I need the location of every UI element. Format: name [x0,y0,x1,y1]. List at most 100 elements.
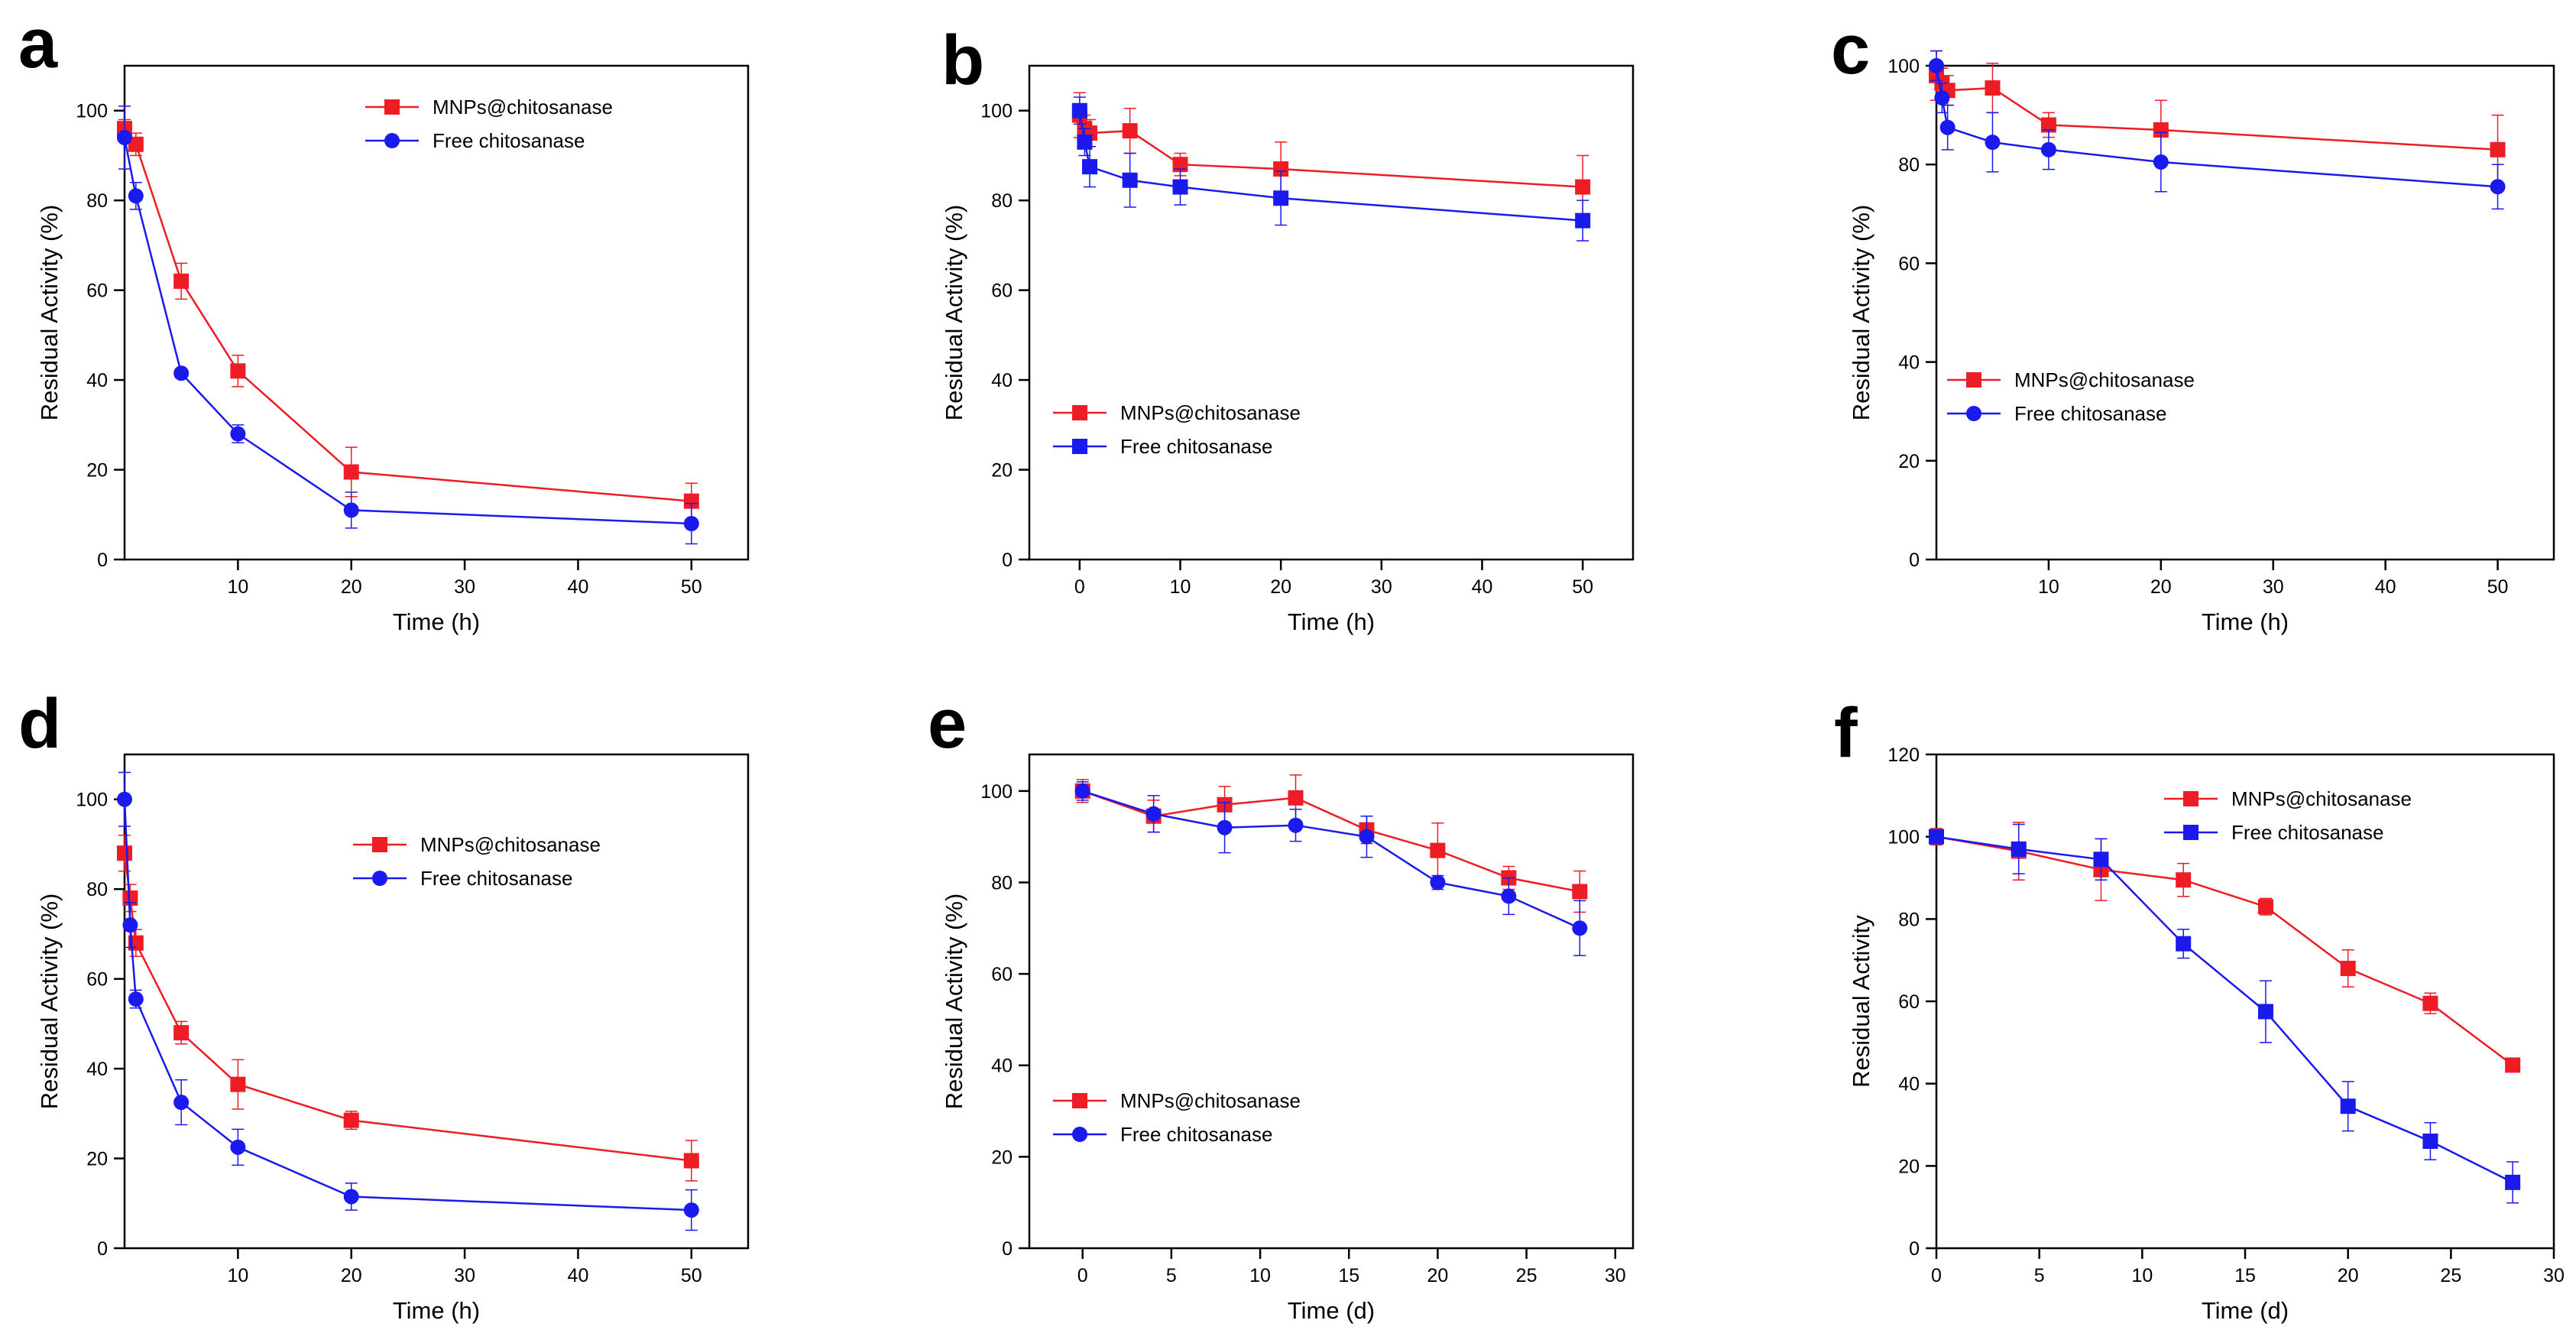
x-tick-label: 50 [2487,576,2509,598]
panel-letter: c [1831,11,1870,89]
data-point [230,426,246,442]
plot-frame [123,753,750,1250]
y-tick-label: 80 [991,190,1013,212]
legend-label: MNPs@chitosanase [420,833,601,856]
series-blue [117,105,699,545]
y-tick-label: 40 [86,370,108,391]
x-axis-label: Time (h) [2202,608,2289,635]
x-tick-label: 0 [1074,576,1085,598]
data-point [1071,102,1087,118]
y-tick-label: 0 [1002,550,1013,571]
data-point [1273,190,1289,206]
legend-marker [1072,405,1087,420]
series-line [1936,835,2513,1184]
y-tick-label: 60 [991,964,1013,985]
y-tick-label: 60 [1898,253,1920,274]
y-tick-label: 100 [76,790,108,811]
y-tick-label: 100 [1887,827,1920,848]
panel-letter: b [941,21,984,99]
x-tick-label: 30 [454,576,475,598]
data-point [343,502,359,518]
x-axis-label: Time (h) [393,1297,480,1324]
data-point [1985,135,2001,151]
y-tick-label: 60 [86,281,108,302]
y-tick-label: 60 [1898,991,1920,1013]
x-tick-label: 20 [1427,1265,1449,1286]
data-point [1572,920,1588,936]
data-point [2257,1004,2273,1020]
data-point [230,363,246,379]
data-point [117,791,132,807]
legend: MNPs@chitosanase Free chitosanase [1053,1089,1301,1146]
data-point [117,129,132,145]
data-point [2422,995,2438,1011]
x-tick-label: 40 [568,576,589,598]
data-point [1575,179,1591,195]
legend-label: MNPs@chitosanase [1120,401,1301,424]
data-point [1572,884,1588,900]
legend-marker [384,99,400,115]
x-axis-label: Time (d) [2202,1297,2289,1324]
x-tick-label: 40 [1472,576,1493,598]
panel-letter: f [1834,694,1858,772]
x-tick-label: 10 [227,576,248,598]
legend-marker [2183,825,2199,840]
data-point [1145,806,1162,822]
data-point [128,991,144,1007]
x-tick-label: 10 [227,1265,248,1286]
chart-panel-a: a 10 20 30 40 50 0 20 40 60 80 100 Time (h) Residual … [18,5,750,635]
y-axis-label: Residual Activity (%) [36,894,63,1110]
plot-frame [1935,64,2555,561]
y-tick-label: 0 [97,1238,108,1260]
x-tick-label: 15 [1338,1265,1359,1286]
data-point [1939,119,1955,135]
y-tick-label: 20 [86,460,108,482]
y-tick-label: 40 [86,1059,108,1080]
data-point [173,1025,190,1041]
data-point [343,1112,359,1128]
data-point [2490,141,2506,157]
panel-letter: d [18,685,61,763]
x-tick-label: 30 [454,1265,475,1286]
y-tick-label: 100 [76,101,108,122]
x-tick-label: 30 [1605,1265,1626,1286]
y-tick-label: 0 [1002,1238,1013,1260]
x-tick-label: 40 [2375,576,2396,598]
y-tick-label: 80 [86,190,108,212]
x-tick-label: 10 [1170,576,1191,598]
data-point [1430,874,1446,890]
data-point [2040,117,2056,133]
y-axis-label: Residual Activity (%) [941,205,967,421]
legend-marker [1072,439,1087,454]
x-tick-label: 20 [1270,576,1291,598]
y-axis-label: Residual Activity (%) [941,894,967,1110]
y-tick-label: 40 [1898,352,1920,374]
legend-marker [372,871,387,886]
data-point [2153,154,2169,170]
plot-frame [123,64,750,561]
series-line [123,853,692,1162]
data-point [683,493,699,509]
data-point [122,890,138,906]
x-tick-label: 20 [2338,1265,2359,1286]
y-axis-label: Residual Activity (%) [36,205,63,421]
plot-frame [1028,64,1635,561]
series-blue [117,771,699,1231]
data-point [1929,829,1944,845]
x-tick-label: 10 [1249,1265,1271,1286]
data-point [1430,842,1446,858]
x-tick-label: 50 [681,1265,702,1286]
chart-panel-f: f 0 5 10 15 20 25 30 0 20 40 60 80 100 120 Time (d) Resi… [1834,694,2565,1324]
y-tick-label: 80 [1898,154,1920,176]
x-tick-label: 20 [341,1265,362,1286]
data-point [2340,960,2356,976]
data-point [1273,161,1289,177]
x-tick-label: 10 [2131,1265,2153,1286]
legend: MNPs@chitosanase Free chitosanase [1947,368,2195,425]
data-point [173,365,190,381]
data-point [1575,212,1591,229]
series-blue [1071,96,1591,242]
x-tick-label: 0 [1077,1265,1088,1286]
y-axis-label: Residual Activity (%) [1848,205,1874,421]
